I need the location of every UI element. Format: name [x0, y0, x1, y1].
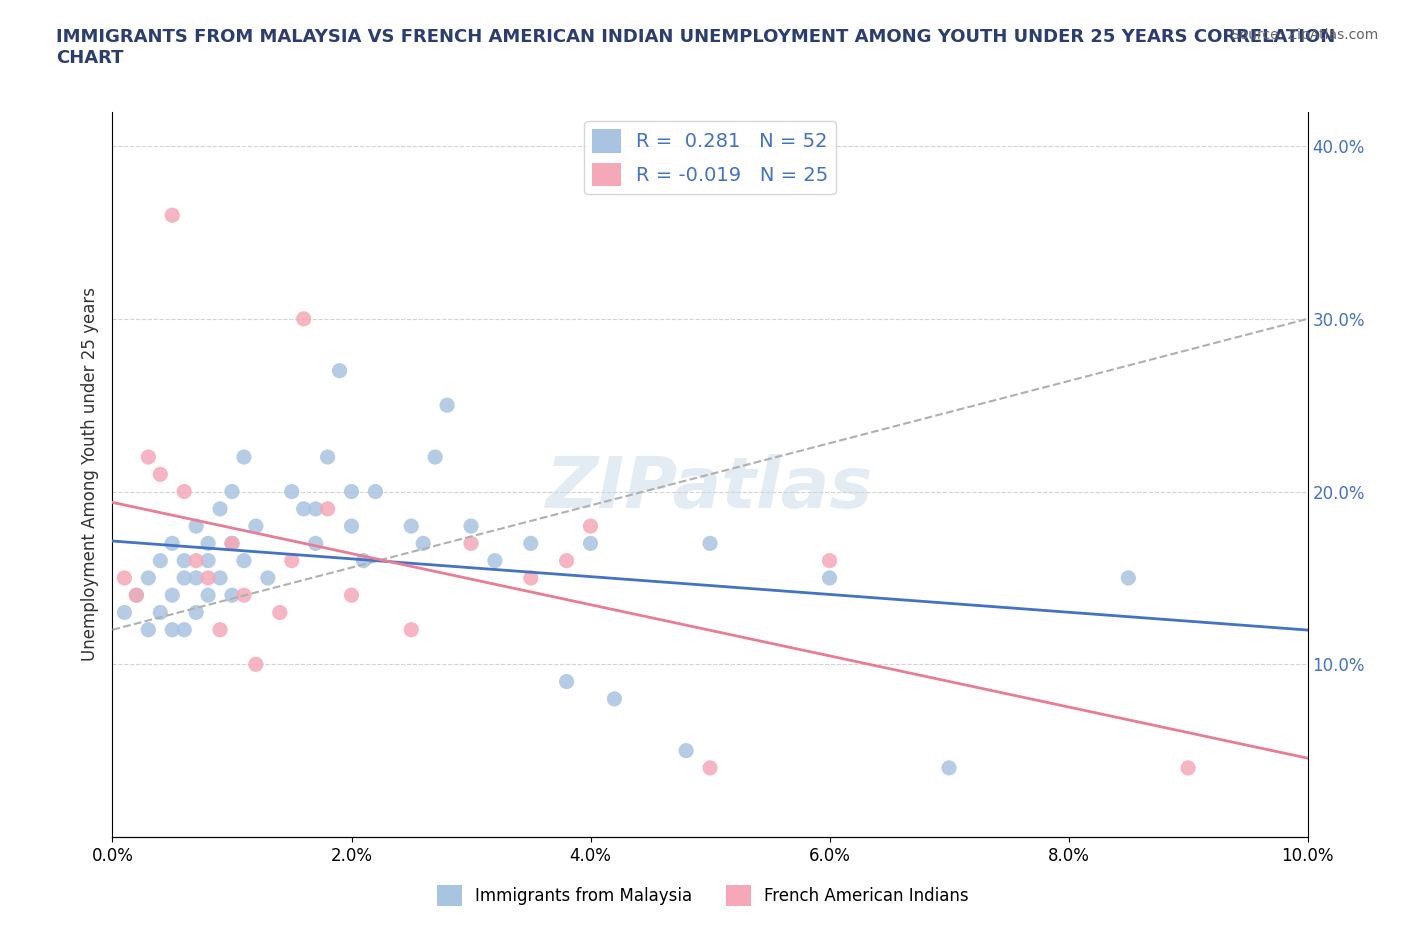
Point	[603, 691, 626, 706]
Point	[162, 622, 183, 637]
Point	[292, 501, 315, 516]
Point	[555, 674, 578, 689]
Point	[125, 588, 148, 603]
Point	[412, 536, 434, 551]
Point	[281, 553, 304, 568]
Point	[353, 553, 375, 568]
Point	[699, 761, 721, 776]
Point	[149, 605, 172, 620]
Point	[555, 553, 578, 568]
Point	[221, 485, 243, 499]
Legend: Immigrants from Malaysia, French American Indians: Immigrants from Malaysia, French America…	[430, 879, 976, 912]
Point	[340, 519, 363, 534]
Text: IMMIGRANTS FROM MALAYSIA VS FRENCH AMERICAN INDIAN UNEMPLOYMENT AMONG YOUTH UNDE: IMMIGRANTS FROM MALAYSIA VS FRENCH AMERI…	[56, 28, 1336, 67]
Point	[245, 657, 267, 671]
Point	[138, 570, 160, 585]
Point	[221, 536, 243, 551]
Point	[484, 553, 506, 568]
Point	[233, 449, 256, 464]
Point	[699, 536, 721, 551]
Point	[186, 519, 208, 534]
Point	[138, 622, 160, 637]
Point	[173, 485, 195, 499]
Point	[173, 570, 195, 585]
Point	[305, 501, 328, 516]
Point	[125, 588, 148, 603]
Legend: R =  0.281   N = 52, R = -0.019   N = 25: R = 0.281 N = 52, R = -0.019 N = 25	[583, 121, 837, 194]
Point	[364, 485, 387, 499]
Point	[329, 364, 352, 379]
Point	[209, 570, 232, 585]
Point	[305, 536, 328, 551]
Point	[436, 398, 458, 413]
Point	[197, 536, 219, 551]
Point	[520, 570, 543, 585]
Point	[460, 536, 482, 551]
Point	[401, 519, 423, 534]
Point	[1177, 761, 1199, 776]
Point	[233, 553, 256, 568]
Y-axis label: Unemployment Among Youth under 25 years: Unemployment Among Youth under 25 years	[80, 287, 98, 661]
Point	[340, 588, 363, 603]
Point	[209, 622, 232, 637]
Point	[245, 519, 267, 534]
Point	[233, 588, 256, 603]
Point	[209, 501, 232, 516]
Point	[138, 449, 160, 464]
Point	[114, 605, 135, 620]
Point	[197, 570, 219, 585]
Point	[197, 588, 219, 603]
Point	[520, 536, 543, 551]
Point	[173, 622, 195, 637]
Point	[221, 536, 243, 551]
Point	[579, 536, 602, 551]
Point	[316, 501, 339, 516]
Point	[257, 570, 280, 585]
Point	[292, 312, 315, 326]
Text: Source: ZipAtlas.com: Source: ZipAtlas.com	[1230, 28, 1378, 42]
Point	[316, 449, 339, 464]
Point	[149, 553, 172, 568]
Point	[162, 207, 183, 222]
Point	[818, 553, 841, 568]
Point	[186, 605, 208, 620]
Point	[579, 519, 602, 534]
Point	[425, 449, 447, 464]
Point	[162, 588, 183, 603]
Point	[269, 605, 291, 620]
Point	[1118, 570, 1140, 585]
Point	[460, 519, 482, 534]
Point	[173, 553, 195, 568]
Point	[197, 553, 219, 568]
Point	[675, 743, 697, 758]
Point	[938, 761, 960, 776]
Point	[281, 485, 304, 499]
Point	[114, 570, 135, 585]
Point	[818, 570, 841, 585]
Text: ZIPatlas: ZIPatlas	[547, 455, 873, 524]
Point	[401, 622, 423, 637]
Point	[186, 570, 208, 585]
Point	[221, 588, 243, 603]
Point	[186, 553, 208, 568]
Point	[149, 467, 172, 482]
Point	[162, 536, 183, 551]
Point	[340, 485, 363, 499]
